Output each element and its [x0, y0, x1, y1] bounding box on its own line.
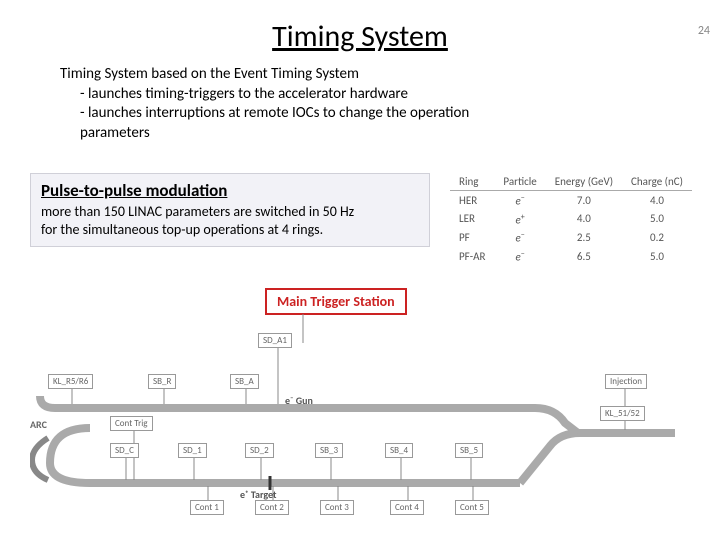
callout-box: Pulse-to-pulse modulation more than 150 …: [30, 173, 430, 247]
table-cell: 5.0: [622, 210, 692, 229]
diagram-svg: ARC: [30, 288, 690, 528]
table-cell: e−: [494, 228, 545, 247]
table-cell: 4.0: [622, 191, 692, 210]
arc-label: ARC: [30, 418, 48, 431]
page-number: 24: [698, 24, 710, 38]
diagram-node: Cont Trig: [110, 416, 153, 431]
table-cell: 6.5: [546, 247, 622, 266]
th-particle: Particle: [494, 173, 545, 191]
diagram-node: SD_A1: [258, 333, 292, 348]
table-cell: 5.0: [622, 247, 692, 266]
table-row: PF-ARe−6.55.0: [450, 247, 692, 266]
desc-bullet3: parameters: [60, 124, 720, 144]
egun-label: e⁻ Gun: [285, 394, 313, 407]
diagram-node: Injection: [605, 374, 647, 389]
table-row: LERe+4.05.0: [450, 210, 692, 229]
table-cell: HER: [450, 191, 494, 210]
page-title: Timing System: [0, 18, 720, 55]
callout-heading: Pulse-to-pulse modulation: [41, 180, 419, 201]
table-row: HERe−7.04.0: [450, 191, 692, 210]
diagram-node: SB_5: [455, 443, 483, 458]
callout-line1: more than 150 LINAC parameters are switc…: [41, 203, 419, 221]
accelerator-diagram: Main Trigger Station ARC: [30, 288, 690, 538]
desc-line1: Timing System based on the Event Timing …: [60, 65, 720, 85]
table-cell: 7.0: [546, 191, 622, 210]
diagram-node: KL_R5/R6: [48, 374, 93, 389]
table-cell: e−: [494, 247, 545, 266]
diagram-node: Cont 2: [255, 500, 289, 515]
diagram-node: KL_51/52: [600, 406, 645, 421]
diagram-node: SB_4: [385, 443, 413, 458]
th-ring: Ring: [450, 173, 494, 191]
table-cell: PF-AR: [450, 247, 494, 266]
callout-line2: for the simultaneous top-up operations a…: [41, 221, 419, 239]
table-cell: 0.2: [622, 228, 692, 247]
desc-bullet1: - launches timing-triggers to the accele…: [60, 85, 720, 105]
table-header-row: Ring Particle Energy (GeV) Charge (nC): [450, 173, 692, 191]
table-cell: 4.0: [546, 210, 622, 229]
diagram-node: SD_2: [245, 443, 274, 458]
diagram-node: SB_R: [148, 374, 176, 389]
table-cell: LER: [450, 210, 494, 229]
ring-table: Ring Particle Energy (GeV) Charge (nC) H…: [450, 173, 692, 266]
table-cell: e−: [494, 191, 545, 210]
diagram-node: SD_1: [178, 443, 207, 458]
th-charge: Charge (nC): [622, 173, 692, 191]
diagram-node: SB_A: [230, 374, 259, 389]
diagram-node: SB_3: [315, 443, 343, 458]
diagram-node: SD_C: [110, 443, 139, 458]
table-cell: PF: [450, 228, 494, 247]
diagram-node: Cont 1: [190, 500, 224, 515]
table-cell: 2.5: [546, 228, 622, 247]
diagram-node: Cont 5: [455, 500, 489, 515]
diagram-node: Cont 4: [390, 500, 424, 515]
description-block: Timing System based on the Event Timing …: [60, 65, 720, 143]
table-cell: e+: [494, 210, 545, 229]
th-energy: Energy (GeV): [546, 173, 622, 191]
table-row: PFe−2.50.2: [450, 228, 692, 247]
desc-bullet2: - launches interruptions at remote IOCs …: [60, 104, 720, 124]
diagram-node: Cont 3: [320, 500, 354, 515]
